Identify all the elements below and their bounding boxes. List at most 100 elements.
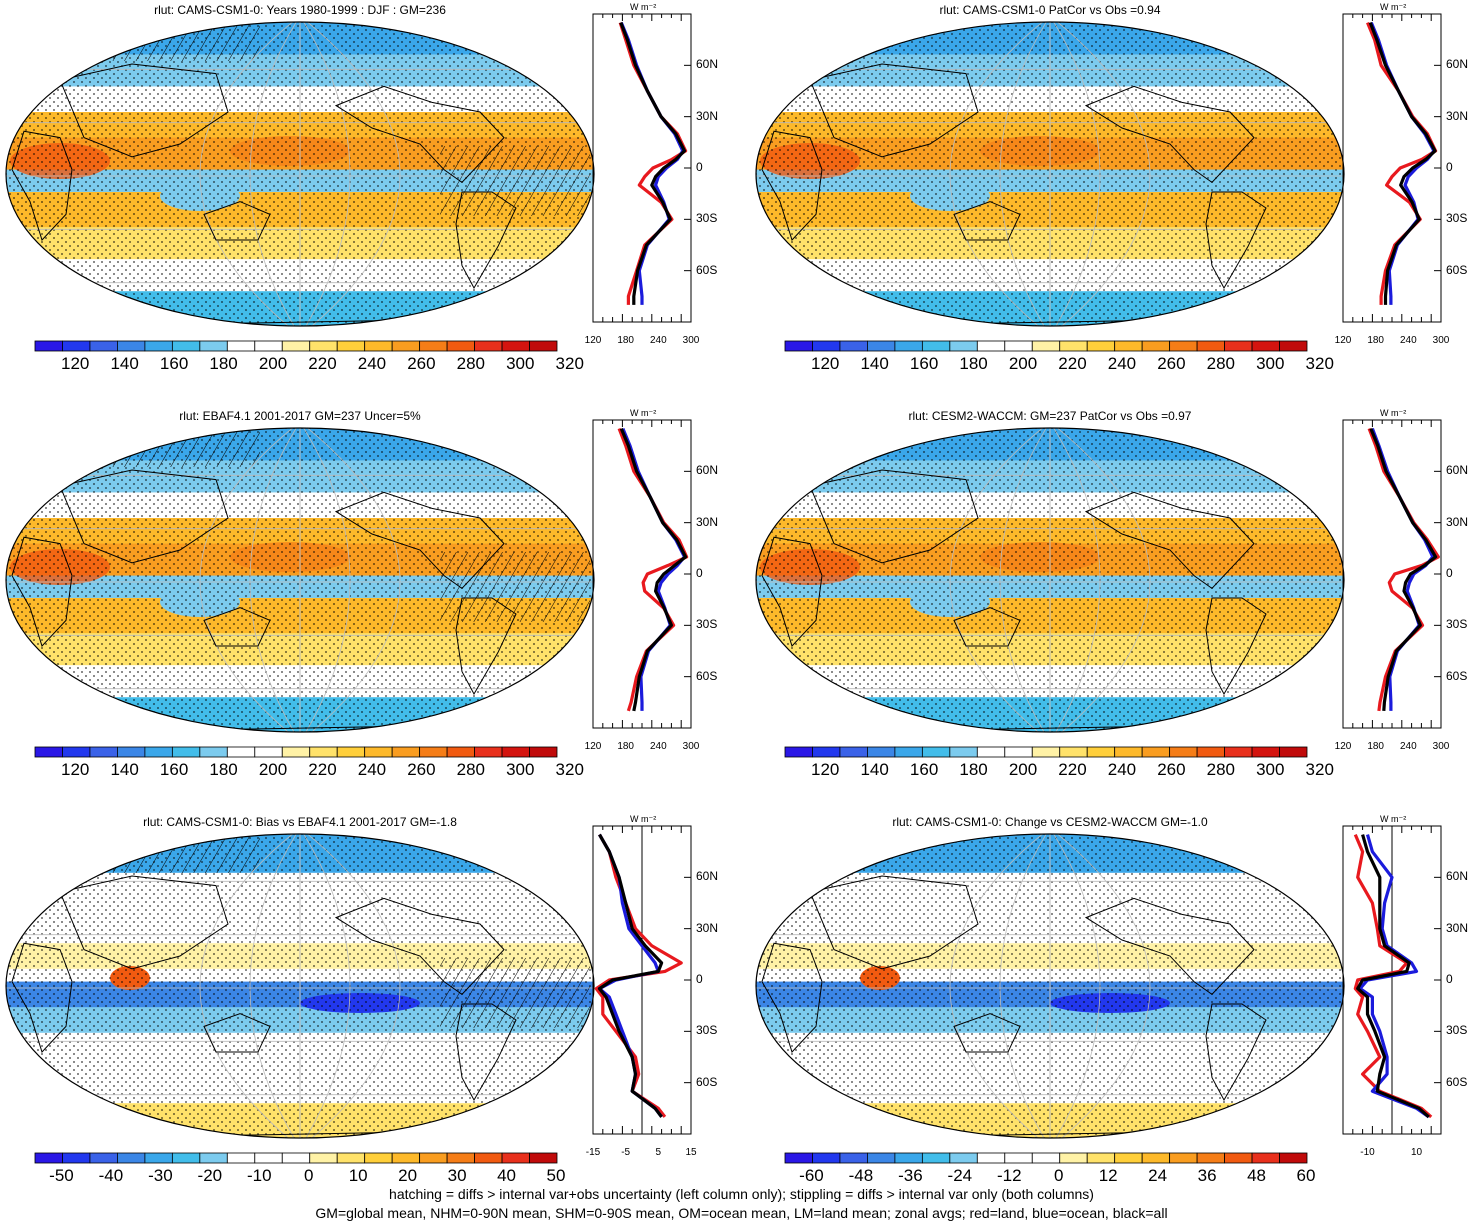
colorbar-swatch bbox=[446, 746, 475, 758]
latitude-label: 30N bbox=[696, 920, 719, 935]
colorbar-swatch bbox=[921, 340, 951, 352]
colorbar-label: 220 bbox=[308, 354, 337, 373]
colorbar-label: 280 bbox=[1206, 760, 1236, 779]
continent-outline bbox=[203, 607, 271, 647]
world-map bbox=[5, 833, 595, 1139]
colorbar-swatch bbox=[1224, 746, 1253, 758]
continent-outline bbox=[761, 130, 823, 241]
colorbar-swatch bbox=[1169, 340, 1198, 352]
map-title: rlut: EBAF4.1 2001-2017 GM=237 Uncer=5% bbox=[179, 409, 421, 423]
colorbar-labels: 120 140 160 180 200 220 240 260 280 300 320 bbox=[34, 760, 584, 782]
colorbar-label: 50 bbox=[546, 1166, 566, 1185]
profile-line-all bbox=[1356, 834, 1430, 1119]
continent-outline bbox=[1084, 897, 1255, 996]
zonal-profile bbox=[1342, 825, 1442, 1135]
colorbar-swatch bbox=[281, 340, 311, 352]
colorbar-swatch bbox=[921, 1152, 951, 1164]
colorbar-swatch bbox=[309, 1152, 338, 1164]
colorbar-swatch bbox=[784, 1152, 813, 1164]
colorbar-swatch bbox=[1224, 340, 1253, 352]
continent-outline bbox=[11, 130, 73, 241]
colorbar-swatch bbox=[474, 340, 503, 352]
colorbar-labels: 120 140 160 180 200 220 240 260 280 300 320 bbox=[784, 760, 1334, 782]
colorbar-swatch bbox=[784, 746, 813, 758]
colorbar bbox=[784, 340, 1308, 352]
colorbar-swatch bbox=[894, 1152, 923, 1164]
panel-p1: rlut: CAMS-CSM1-0: Years 1980-1999 : DJF… bbox=[0, 0, 740, 400]
map-title: rlut: CAMS-CSM1-0 PatCor vs Obs =0.94 bbox=[939, 3, 1161, 17]
colorbar-label: 160 bbox=[909, 354, 939, 373]
colorbar-label: 200 bbox=[1008, 760, 1038, 779]
profile-x-label: 120 bbox=[1334, 335, 1352, 346]
latitude-label: 30S bbox=[1446, 1023, 1468, 1038]
profile-x-label: -5 bbox=[621, 1147, 631, 1158]
profile-x-label: 120 bbox=[1334, 741, 1352, 752]
colorbar-label: -10 bbox=[246, 1166, 272, 1185]
colorbar-swatch bbox=[199, 340, 228, 352]
profile-x-label: 240 bbox=[649, 741, 667, 752]
colorbar-swatch bbox=[1059, 1152, 1088, 1164]
profile-x-label: 300 bbox=[1432, 741, 1450, 752]
latitude-label: 60S bbox=[696, 668, 718, 683]
continent-outline bbox=[59, 875, 229, 970]
colorbar-label: 220 bbox=[1058, 354, 1087, 373]
world-map bbox=[5, 427, 595, 733]
colorbar-swatch bbox=[419, 340, 448, 352]
colorbar-swatch bbox=[1031, 340, 1061, 352]
profile-x-label: 240 bbox=[1399, 335, 1417, 346]
zonal-profile bbox=[592, 825, 692, 1135]
colorbar-label: 300 bbox=[506, 354, 535, 373]
colorbar-label: 60 bbox=[1296, 1166, 1316, 1185]
profile-x-label: 5 bbox=[655, 1147, 662, 1158]
colorbar-swatch bbox=[1031, 1152, 1061, 1164]
zonal-profile bbox=[592, 13, 692, 323]
continent-outline bbox=[1205, 191, 1267, 290]
profile-line-all bbox=[1368, 22, 1437, 305]
profile-line-ocean bbox=[619, 21, 685, 305]
colorbar-swatch bbox=[1279, 1152, 1308, 1164]
profile-unit: W m⁻² bbox=[1380, 814, 1407, 824]
colorbar-label: -30 bbox=[148, 1166, 173, 1185]
colorbar-swatch bbox=[144, 340, 173, 352]
colorbar-swatch bbox=[1114, 746, 1143, 758]
profile-x-label: 10 bbox=[1410, 1147, 1423, 1158]
colorbar bbox=[34, 340, 558, 352]
colorbar-swatch bbox=[812, 1152, 841, 1164]
colorbar-swatch bbox=[1114, 1152, 1143, 1164]
colorbar-swatch bbox=[62, 1152, 91, 1164]
colorbar-label: 180 bbox=[209, 760, 238, 779]
zonal-profile bbox=[592, 419, 692, 729]
panel-p2: rlut: CAMS-CSM1-0 PatCor vs Obs =0.94 120… bbox=[750, 0, 1483, 400]
latitude-label: 60N bbox=[696, 57, 719, 72]
colorbar-swatch bbox=[1086, 340, 1116, 352]
colorbar-label: 260 bbox=[1157, 760, 1186, 779]
latitude-label: 60S bbox=[1446, 262, 1468, 277]
latitude-label: 0 bbox=[696, 972, 703, 986]
colorbar-swatch bbox=[976, 340, 1006, 352]
colorbar-swatch bbox=[529, 1152, 558, 1164]
map-title: rlut: CAMS-CSM1-0: Bias vs EBAF4.1 2001-… bbox=[143, 815, 457, 829]
colorbar-swatch bbox=[949, 746, 978, 758]
profile-line-ocean bbox=[1370, 428, 1435, 711]
colorbar-label: 140 bbox=[110, 760, 139, 779]
colorbar-swatch bbox=[117, 746, 146, 758]
colorbar-swatch bbox=[784, 340, 813, 352]
colorbar-swatch bbox=[419, 746, 448, 758]
colorbar-swatch bbox=[894, 340, 923, 352]
latitude-label: 60N bbox=[696, 869, 719, 884]
colorbar-swatch bbox=[1169, 1152, 1198, 1164]
profile-x-label: 120 bbox=[584, 741, 602, 752]
colorbar-swatch bbox=[1279, 746, 1308, 758]
colorbar-swatch bbox=[1059, 340, 1088, 352]
profile-unit: W m⁻² bbox=[1380, 408, 1407, 418]
colorbar-swatch bbox=[812, 340, 841, 352]
colorbar-swatch bbox=[89, 746, 118, 758]
colorbar-swatch bbox=[1114, 340, 1143, 352]
latitude-label: 30S bbox=[1446, 617, 1468, 632]
colorbar-swatch bbox=[1251, 746, 1280, 758]
colorbar-swatch bbox=[1279, 340, 1308, 352]
colorbar-label: 48 bbox=[1247, 1166, 1267, 1185]
colorbar-label: 10 bbox=[348, 1166, 368, 1185]
continent-outline bbox=[455, 191, 517, 290]
profile-line-land bbox=[1366, 21, 1438, 305]
